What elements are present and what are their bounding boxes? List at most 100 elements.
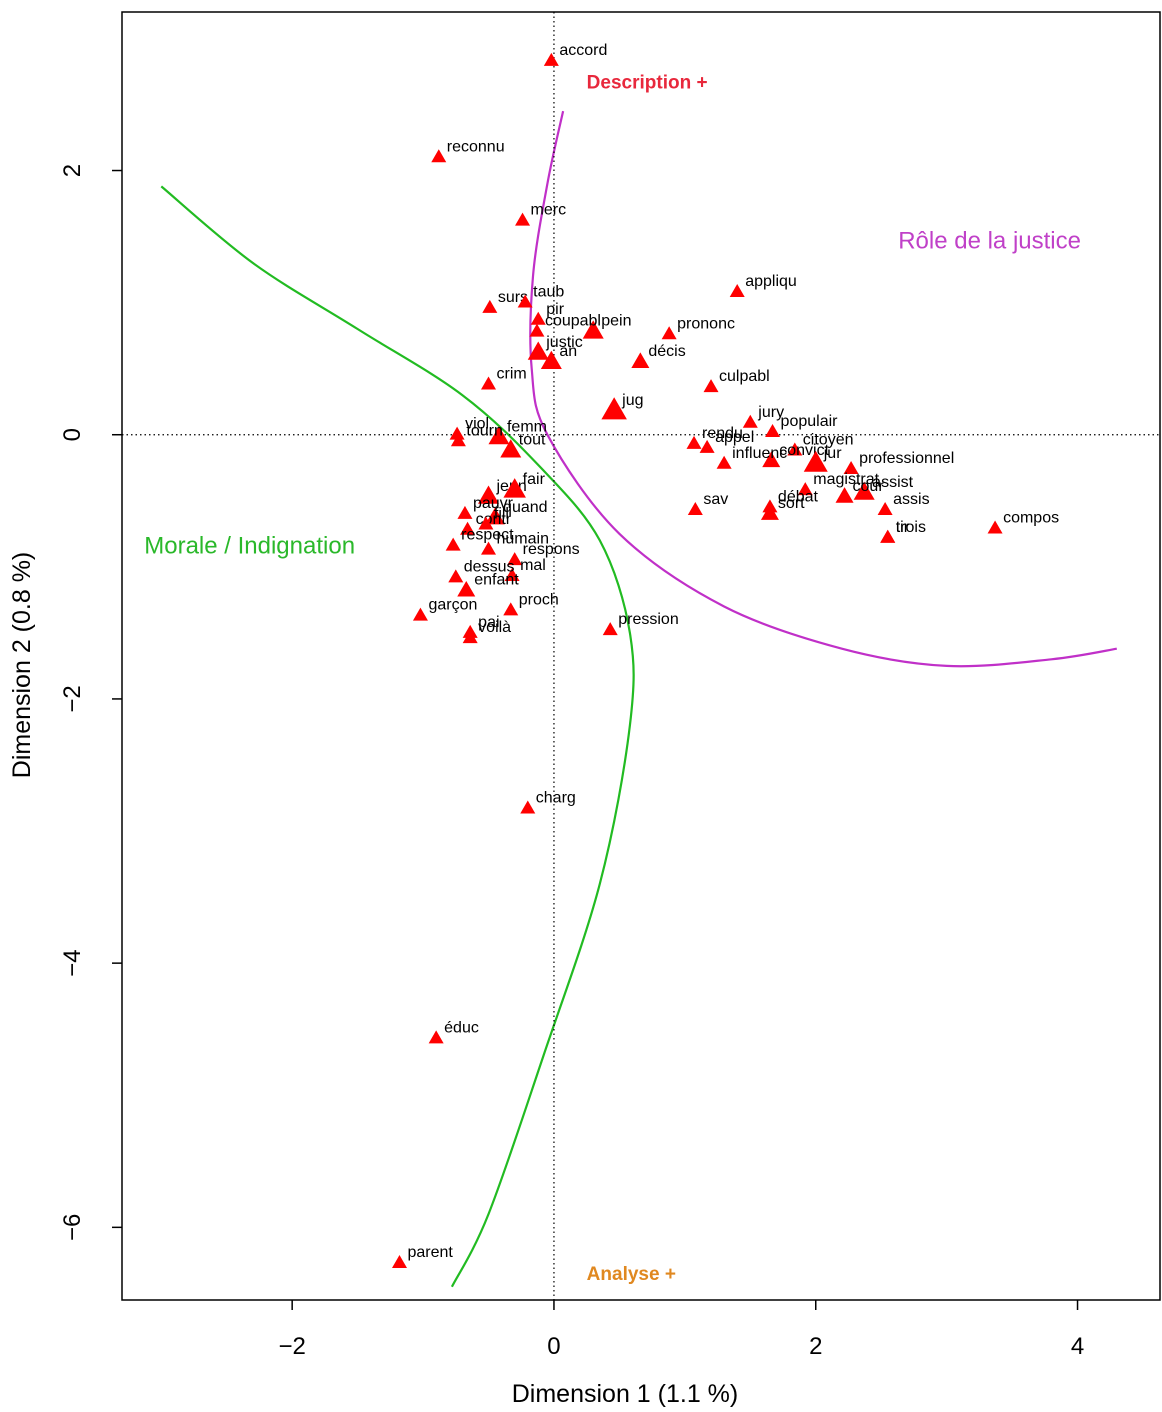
- point-marker-culpabl: [703, 379, 719, 393]
- point-marker-tourn: [450, 433, 466, 447]
- point-label-proch: proch: [519, 591, 559, 608]
- point-label-coupabl: coupabl: [545, 313, 601, 330]
- point-marker-garçon: [412, 607, 428, 621]
- point-label-quand: quand: [503, 499, 548, 516]
- point-marker-citoyen: [787, 442, 803, 456]
- point-label-crim: crim: [497, 366, 527, 383]
- x-axis-title: Dimension 1 (1.1 %): [512, 1380, 738, 1408]
- point-label-accord: accord: [559, 42, 607, 59]
- point-marker-sav: [687, 501, 703, 515]
- point-label-prononc: prononc: [677, 315, 735, 332]
- point-marker-appliqu: [729, 284, 745, 297]
- point-marker-trois: [880, 529, 896, 543]
- x-tick-label: 2: [809, 1333, 822, 1360]
- point-marker-prononc: [661, 326, 677, 340]
- point-label-pai: pai: [478, 614, 499, 631]
- point-marker-assis: [877, 501, 893, 515]
- x-tick-label: 0: [547, 1333, 560, 1360]
- point-label-appliqu: appliqu: [745, 273, 797, 290]
- x-axis-ticks: −2 0 2 4: [278, 1300, 1084, 1360]
- point-label-décis: décis: [648, 343, 685, 360]
- point-marker-jug: [601, 397, 627, 420]
- point-marker-jur: [803, 450, 828, 472]
- point-label-culpabl: culpabl: [719, 368, 770, 385]
- point-marker-pauvr: [457, 505, 473, 519]
- y-tick-label: −4: [59, 949, 86, 976]
- y-axis-title: Dimension 2 (0.8 %): [8, 552, 36, 778]
- point-label-pein: pein: [601, 313, 631, 330]
- point-label-merc: merc: [531, 202, 567, 219]
- point-label-surs: surs: [498, 289, 528, 306]
- point-label-professionnel: professionnel: [859, 450, 954, 467]
- magenta-curve: [529, 110, 1117, 668]
- annotation-1: Rôle de la justice: [898, 227, 1081, 254]
- point-label-assis: assis: [893, 491, 929, 508]
- point-marker-rendu: [686, 435, 702, 449]
- point-label-influenc: influenc: [732, 445, 787, 462]
- y-tick-label: −6: [59, 1214, 86, 1241]
- point-marker-justic: [527, 341, 549, 360]
- point-marker-respons: [507, 552, 523, 566]
- point-label-citoyen: citoyen: [803, 432, 854, 449]
- point-label-jug: jug: [621, 392, 643, 409]
- point-marker-convict: [762, 451, 781, 468]
- point-label-enfant: enfant: [474, 572, 519, 589]
- point-label-compos: compos: [1003, 510, 1059, 527]
- point-label-sav: sav: [703, 491, 728, 508]
- point-label-jur: jur: [823, 445, 842, 462]
- point-label-trois: trois: [896, 519, 926, 536]
- point-label-cour: cour: [853, 478, 885, 495]
- point-label-mal: mal: [520, 557, 546, 574]
- point-marker-enfant: [457, 580, 476, 597]
- point-label-appel: appel: [715, 429, 754, 446]
- plot-frame: [121, 11, 1161, 1301]
- point-marker-professionnel: [843, 461, 859, 475]
- point-label-rendu: rendu: [702, 425, 743, 442]
- point-label-voilà: voilà: [478, 619, 511, 636]
- annotations: Description + Rôle de la justice Morale / …: [144, 73, 1081, 1286]
- point-label-an: an: [559, 343, 577, 360]
- annotation-0: Description +: [587, 73, 708, 94]
- point-label-débat: débat: [778, 488, 819, 505]
- point-marker-compos: [987, 520, 1003, 534]
- green-curve: [160, 185, 635, 1288]
- point-marker-jury: [742, 414, 758, 428]
- point-marker-surs: [482, 299, 498, 313]
- point-label-tourn: tourn: [466, 422, 502, 439]
- annotation-3: Analyse +: [587, 1264, 676, 1285]
- point-marker-pir: [530, 311, 546, 325]
- point-label-tir: tir: [896, 519, 910, 536]
- point-marker-sort: [760, 504, 779, 520]
- point-label-fair: fair: [523, 471, 546, 488]
- point-label-populair: populair: [781, 413, 839, 430]
- point-label-humain: humain: [497, 531, 549, 548]
- point-marker-proch: [503, 602, 519, 616]
- point-label-viol: viol: [465, 416, 489, 433]
- point-label-parent: parent: [407, 1244, 453, 1261]
- point-label-taub: taub: [533, 284, 564, 301]
- point-label-respect: respect: [461, 527, 514, 544]
- point-marker-éduc: [428, 1030, 444, 1044]
- point-marker-cour: [835, 487, 854, 503]
- point-marker-dessus: [448, 569, 464, 583]
- point-label-éduc: éduc: [444, 1019, 479, 1036]
- point-marker-coupabl: [529, 323, 545, 337]
- point-marker-fair: [503, 478, 526, 498]
- point-label-femm: femm: [507, 418, 547, 435]
- point-label-reconnu: reconnu: [447, 138, 505, 155]
- point-marker-an: [540, 350, 562, 369]
- x-tick-label: 4: [1071, 1333, 1084, 1360]
- point-marker-magistrat: [797, 482, 813, 496]
- point-marker-reconnu: [431, 149, 447, 163]
- point-marker-populair: [765, 424, 781, 438]
- point-label-sort: sort: [778, 495, 805, 512]
- x-tick-label: −2: [278, 1333, 305, 1360]
- y-tick-label: 2: [59, 164, 86, 177]
- point-label-respons: respons: [523, 541, 580, 558]
- point-marker-fill: [478, 516, 494, 530]
- point-marker-pression: [602, 622, 618, 636]
- y-tick-label: −2: [59, 685, 86, 712]
- point-label-justic: justic: [545, 334, 582, 351]
- point-label-pauvr: pauvr: [473, 495, 514, 512]
